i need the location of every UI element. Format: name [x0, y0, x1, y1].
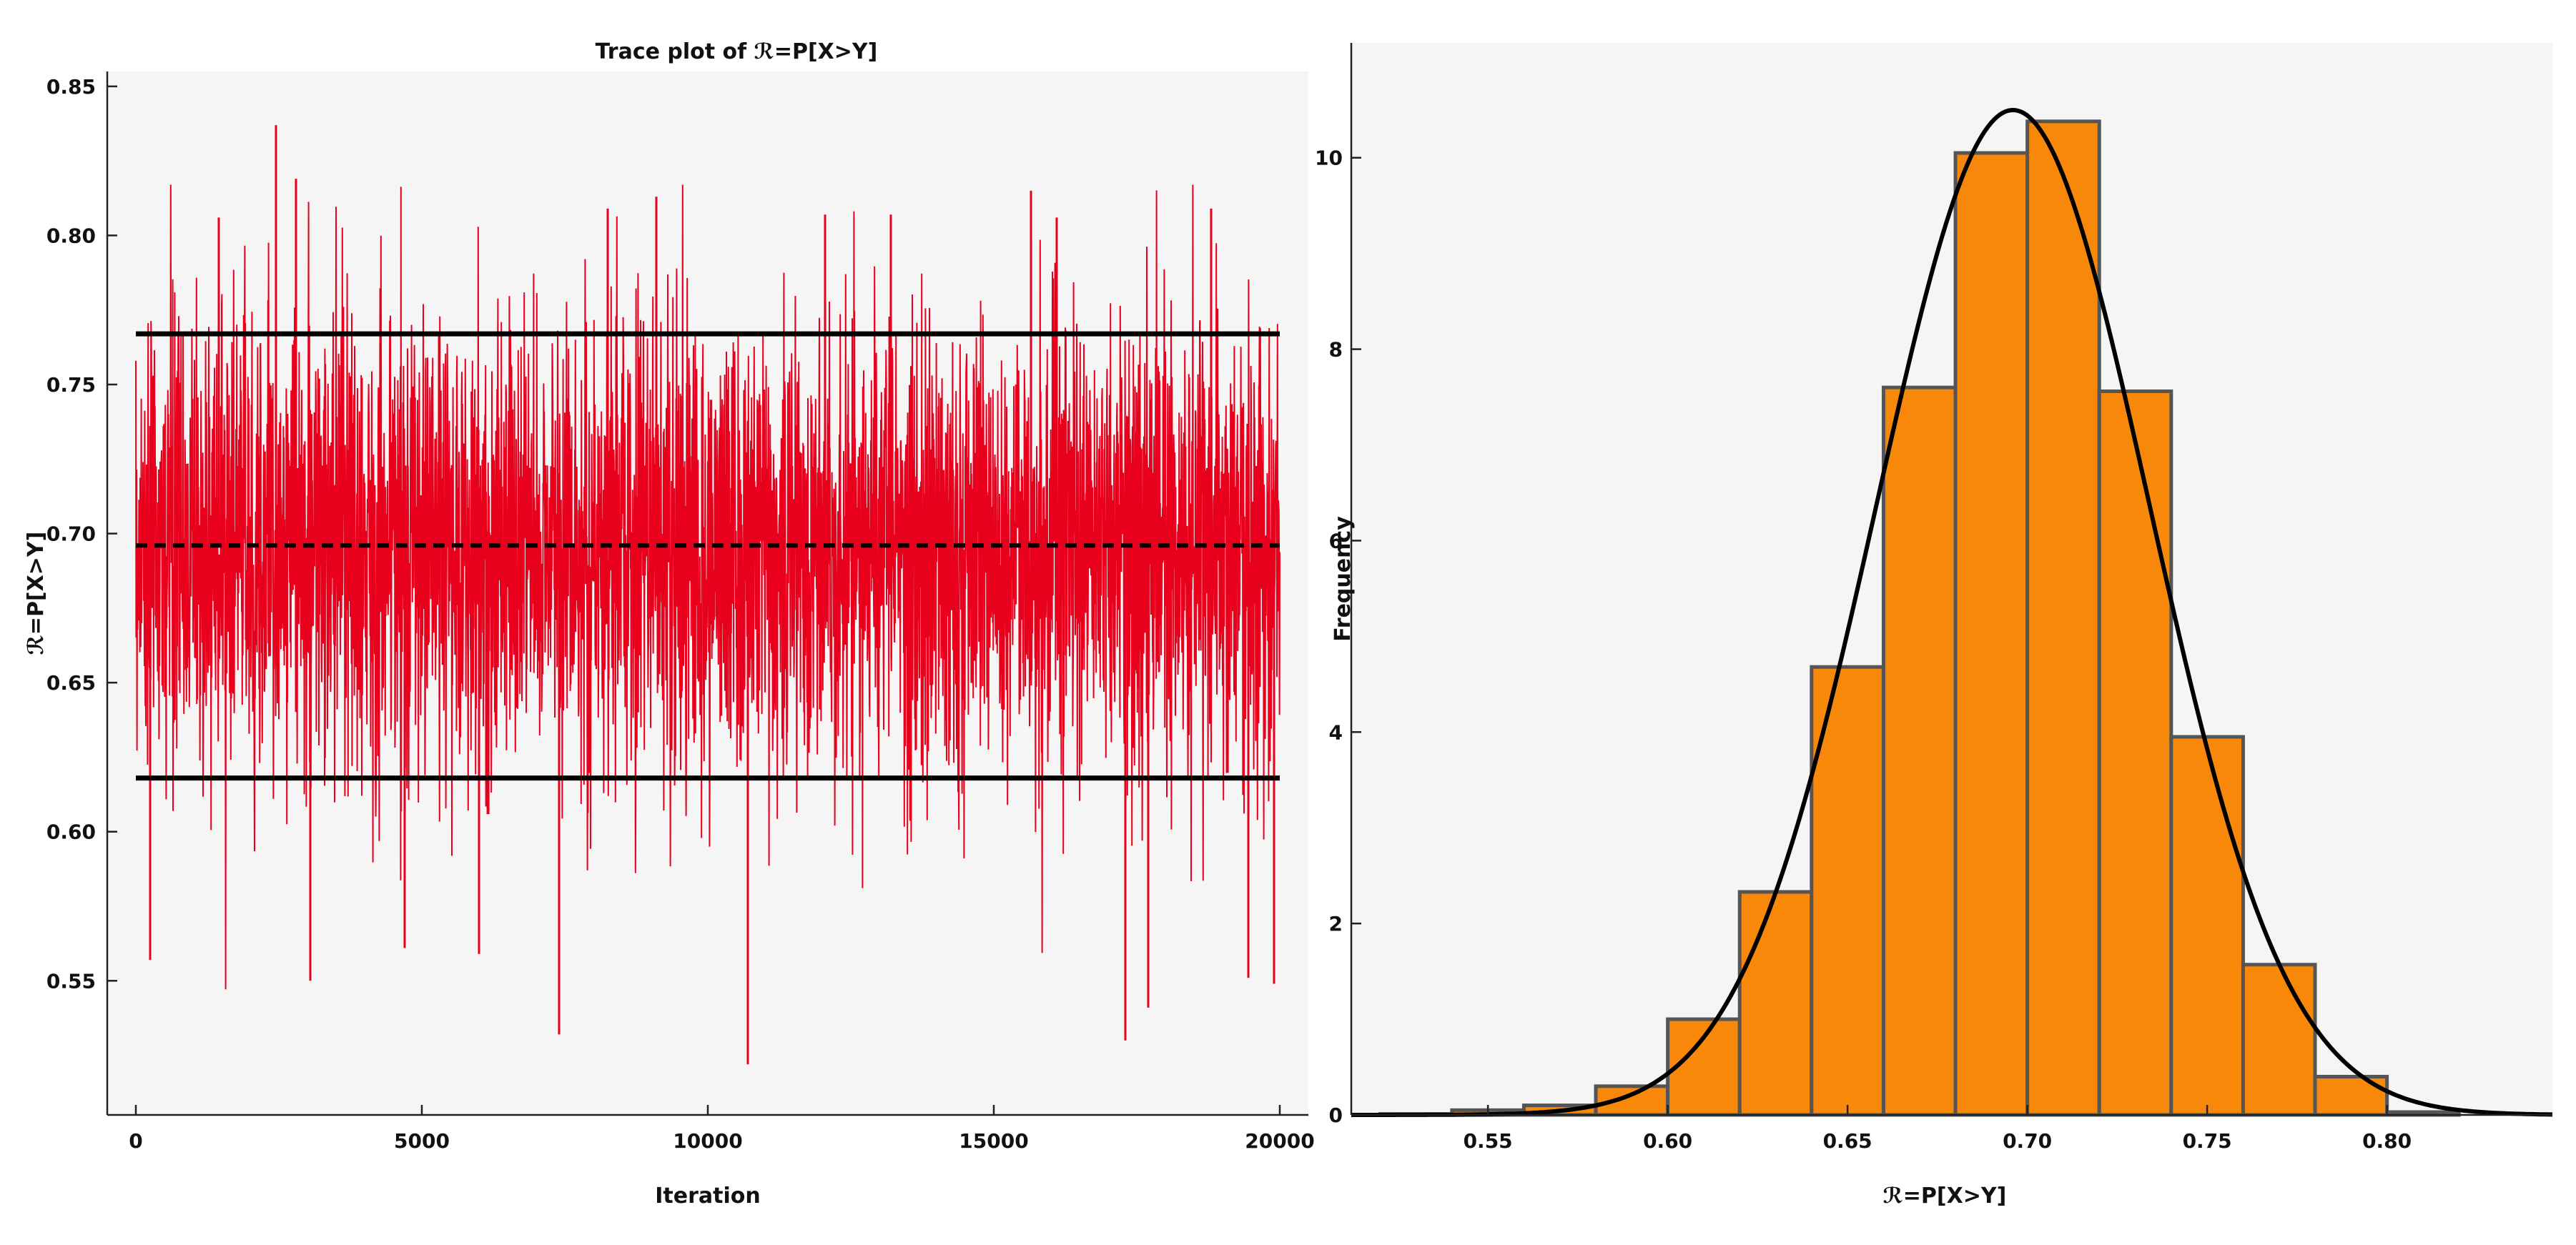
trace-xtick-label: 0: [129, 1129, 142, 1153]
normal-fit-curve: [1351, 107, 2552, 1117]
histogram-y-ticks: 0 2 4 6 8 10: [1315, 147, 1361, 1127]
histogram-x-ticks: 0.55 0.60 0.65 0.70 0.75 0.80: [1464, 1105, 2412, 1153]
histogram-bar: [1953, 151, 2030, 1117]
hist-ytick-label: 0: [1329, 1103, 1343, 1127]
trace-series: [135, 125, 1280, 1065]
histogram-bar: [1737, 890, 1814, 1117]
trace-xtick-label: 10000: [673, 1129, 742, 1153]
trace-reference-lines: [136, 331, 1280, 781]
trace-line: [135, 184, 1280, 990]
trace-ytick-label: 0.65: [46, 671, 96, 695]
hist-ytick-label: 10: [1315, 147, 1343, 170]
histogram-bar: [2025, 119, 2101, 1117]
trace-xtick-label: 5000: [394, 1129, 450, 1153]
trace-ytick-label: 0.55: [46, 969, 96, 993]
trace-ytick-label: 0.80: [46, 224, 96, 247]
trace-x-ticks: 0 5000 10000 15000 20000: [129, 1105, 1315, 1153]
trace-plot-panel: 0.55 0.60 0.65 0.70 0.75 0.80 0.85 0 5000 10000 1…: [24, 39, 1315, 1209]
hist-xtick-label: 0.70: [2003, 1129, 2052, 1153]
trace-xtick-label: 15000: [959, 1129, 1028, 1153]
trace-ytick-label: 0.70: [46, 522, 96, 546]
hist-ytick-label: 6: [1329, 529, 1343, 552]
trace-y-ticks: 0.55 0.60 0.65 0.70 0.75 0.80 0.85: [46, 75, 117, 993]
histogram-y-axis-label: Frequency: [1331, 516, 1356, 642]
trace-ytick-label: 0.60: [46, 820, 96, 844]
hist-xtick-label: 0.75: [2183, 1129, 2232, 1153]
hist-xtick-label: 0.60: [1643, 1129, 1692, 1153]
trace-x-axis-label: Iteration: [655, 1184, 760, 1209]
trace-ytick-label: 0.85: [46, 75, 96, 99]
trace-xtick-label: 20000: [1245, 1129, 1314, 1153]
histogram-bar: [2097, 390, 2173, 1117]
trace-plot-title: Trace plot of ℛ=P[X>Y]: [596, 39, 878, 64]
histogram-bar: [2169, 735, 2245, 1117]
histogram-bar: [1881, 385, 1958, 1117]
histogram-bar: [1810, 665, 1885, 1117]
histogram-bar: [2313, 1074, 2389, 1117]
trace-y-axis-label: ℛ=P[X>Y]: [24, 532, 49, 655]
hist-ytick-label: 2: [1329, 912, 1343, 936]
hist-xtick-label: 0.65: [1823, 1129, 1872, 1153]
histogram-x-axis-label: ℛ=P[X>Y]: [1883, 1184, 2007, 1209]
histogram-bar: [1594, 1084, 1670, 1117]
hist-ytick-label: 4: [1329, 720, 1343, 744]
hist-xtick-label: 0.80: [2362, 1129, 2412, 1153]
histogram-bar: [2241, 963, 2317, 1117]
trace-ytick-label: 0.75: [46, 373, 96, 397]
hist-ytick-label: 8: [1329, 338, 1343, 362]
histogram-bars: [1378, 119, 2461, 1117]
hist-xtick-label: 0.55: [1464, 1129, 1513, 1153]
histogram-panel: 0 2 4 6 8 10 0.55 0.60 0.65 0.70 0.75 0.80 ℛ=P[X>Y…: [1315, 43, 2552, 1209]
